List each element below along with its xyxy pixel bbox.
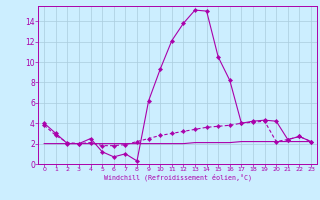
X-axis label: Windchill (Refroidissement éolien,°C): Windchill (Refroidissement éolien,°C) [104, 174, 252, 181]
